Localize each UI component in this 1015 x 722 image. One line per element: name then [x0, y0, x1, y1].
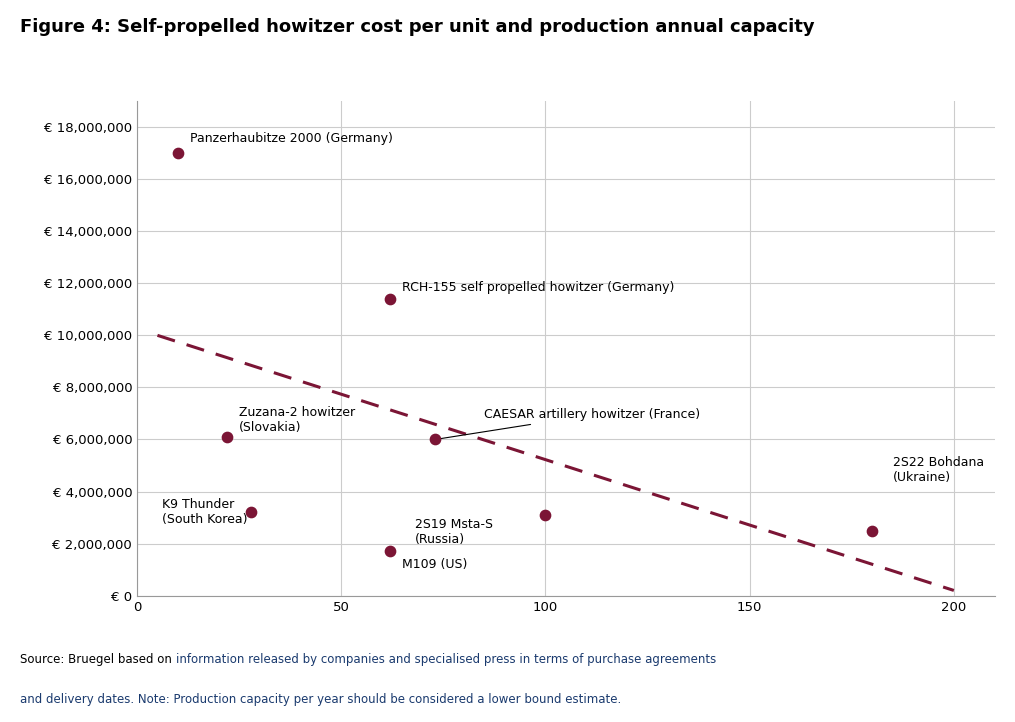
Text: information released by companies and specialised press in terms of purchase agr: information released by companies and sp… [176, 653, 717, 666]
Text: 2S19 Msta-S
(Russia): 2S19 Msta-S (Russia) [415, 518, 492, 546]
Text: and delivery dates. Note: Production capacity per year should be considered a lo: and delivery dates. Note: Production cap… [20, 693, 621, 706]
Point [382, 293, 398, 305]
Text: RCH-155 self propelled howitzer (Germany): RCH-155 self propelled howitzer (Germany… [403, 281, 675, 294]
Text: CAESAR artillery howitzer (France): CAESAR artillery howitzer (France) [437, 408, 700, 439]
Point [427, 434, 444, 445]
Text: K9 Thunder
(South Korea): K9 Thunder (South Korea) [161, 498, 247, 526]
Text: 2S22 Bohdana
(Ukraine): 2S22 Bohdana (Ukraine) [892, 456, 984, 484]
Text: Source: Bruegel based on: Source: Bruegel based on [20, 653, 176, 666]
Text: Zuzana-2 howitzer
(Slovakia): Zuzana-2 howitzer (Slovakia) [240, 406, 355, 434]
Point [219, 431, 235, 443]
Point [864, 525, 880, 536]
Point [244, 507, 260, 518]
Point [382, 546, 398, 557]
Text: Panzerhaubitze 2000 (Germany): Panzerhaubitze 2000 (Germany) [190, 132, 393, 145]
Text: M109 (US): M109 (US) [403, 558, 468, 571]
Point [537, 509, 553, 521]
Text: Figure 4: Self-propelled howitzer cost per unit and production annual capacity: Figure 4: Self-propelled howitzer cost p… [20, 18, 815, 36]
Point [170, 147, 186, 159]
